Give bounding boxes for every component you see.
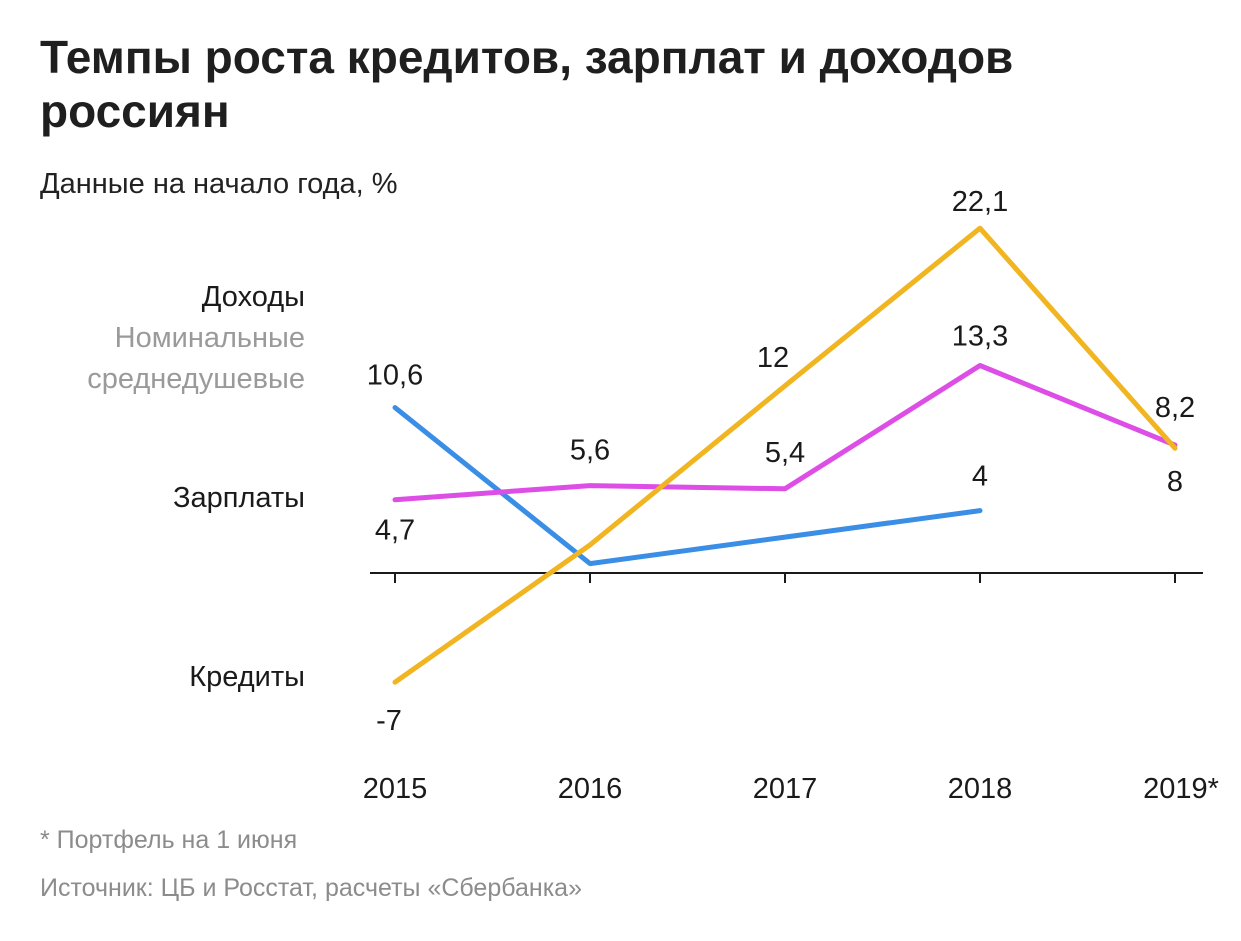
data-label-credit-0: -7 [376,705,402,737]
series-line-credit [392,225,1178,685]
chart-subtitle: Данные на начало года, % [40,168,398,200]
footnote: * Портфель на 1 июня [40,826,298,854]
data-label-credit-3: 22,1 [952,186,1008,218]
data-label-wages-0: 4,7 [375,515,415,547]
series-sublabel-income-0: Номинальные [115,322,305,354]
data-label-income-0: 10,6 [367,360,423,392]
data-label-income-3: 4 [972,461,988,493]
series-sublabel-income-1: среднедушевые [87,363,305,395]
x-tick-label-0: 2015 [363,773,428,805]
data-label-wages-3: 13,3 [952,321,1008,353]
data-label-credit-2: 12 [757,342,789,374]
source-note: Источник: ЦБ и Росстат, расчеты «Сбербан… [40,874,582,902]
x-tick-label-2: 2017 [753,773,818,805]
chart-title: Темпы роста кредитов, зарплат и доходов … [40,31,1014,137]
data-label-wages-4: 8,2 [1155,392,1195,424]
series-label-wages: Зарплаты [173,482,305,514]
series-line-income [392,405,983,567]
data-label-wages-1: 5,6 [570,435,610,467]
x-tick-label-3: 2018 [948,773,1013,805]
data-label-credit-4: 8 [1167,466,1183,498]
x-tick-label-1: 2016 [558,773,623,805]
x-tick-label-4: 2019* [1143,773,1219,805]
data-label-wages-2: 5,4 [765,437,805,469]
series-label-income: Доходы [202,281,305,313]
series-label-credit: Кредиты [189,661,305,693]
series-line-wages [392,363,1178,503]
